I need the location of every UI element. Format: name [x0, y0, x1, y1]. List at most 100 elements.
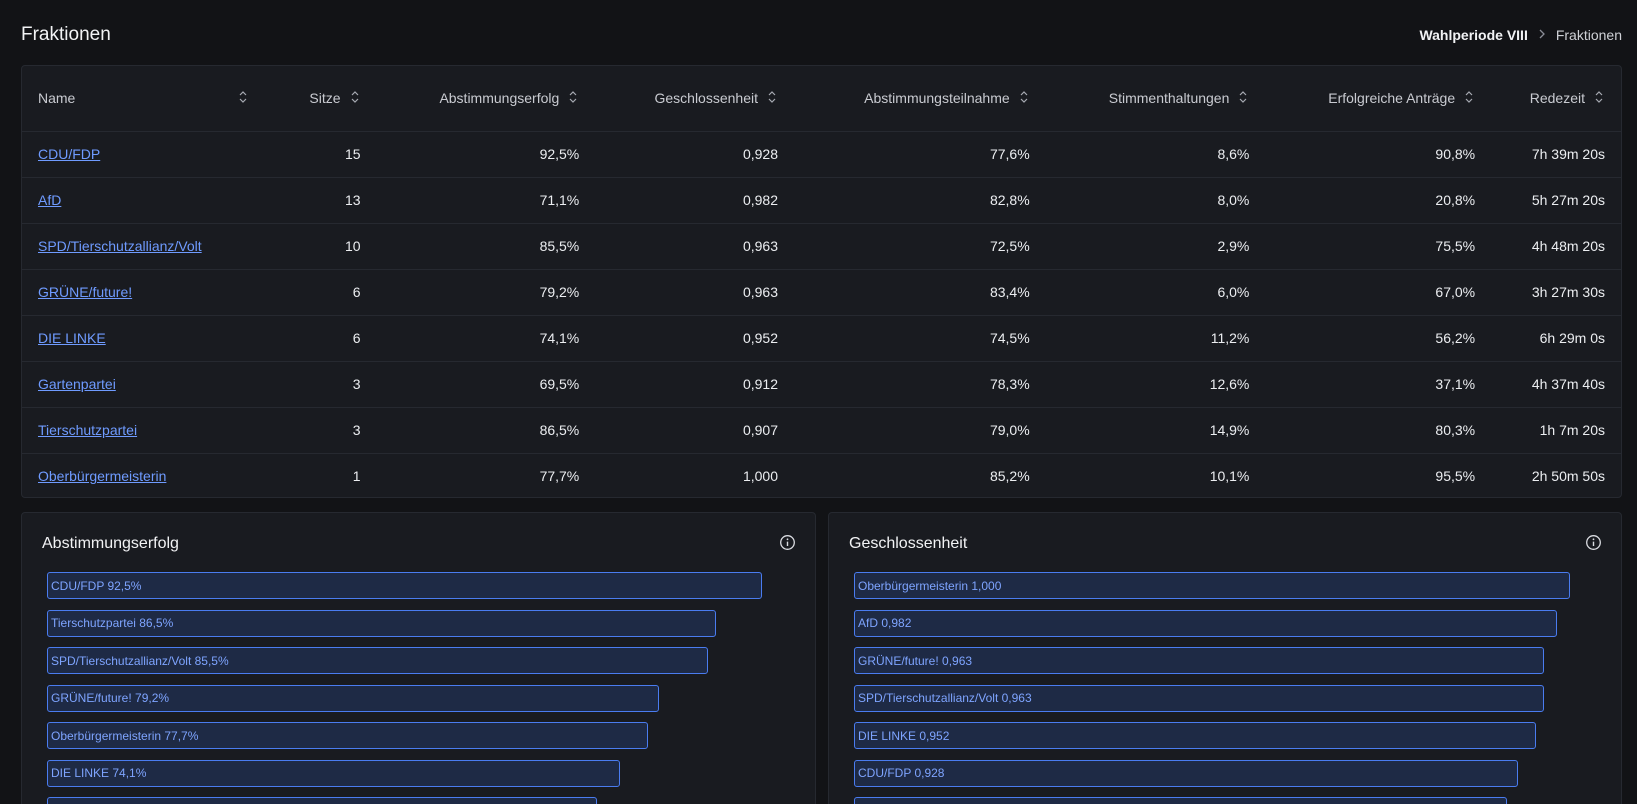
factions-table-card: Name Sitze Abstimmungserfolg Geschlossenhei…	[21, 65, 1622, 498]
sort-icon[interactable]	[1018, 90, 1030, 107]
table-cell: 1h 7m 20s	[1539, 422, 1605, 438]
table-cell: 10	[344, 238, 361, 254]
table-cell: 15	[344, 146, 361, 162]
table-cell: 86,5%	[539, 422, 580, 438]
breadcrumb-item-period[interactable]: Wahlperiode VIII	[1419, 27, 1528, 43]
table-row: Tierschutzpartei 3 86,5% 0,907 79,0% 14,9% 80,…	[22, 407, 1621, 453]
table-cell: 69,5%	[539, 376, 580, 392]
table-cell: 75,5%	[1435, 238, 1476, 254]
column-header[interactable]: Stimmenthaltungen	[1046, 66, 1266, 131]
column-header[interactable]: Erfolgreiche Anträge	[1265, 66, 1491, 131]
bar[interactable]	[47, 797, 597, 804]
table-cell: 5h 27m 20s	[1531, 192, 1605, 208]
chart-title: Abstimmungserfolg	[42, 535, 179, 552]
sort-icon[interactable]	[1593, 90, 1605, 107]
bar-label: GRÜNE/future! 0,963	[858, 653, 973, 668]
table-cell: 82,8%	[989, 192, 1030, 208]
bar[interactable]: DIE LINKE 0,952	[854, 722, 1536, 749]
bar[interactable]: SPD/Tierschutzallianz/Volt 0,963	[854, 684, 1544, 712]
bar[interactable]: AfD 0,982	[854, 609, 1557, 637]
table-row: SPD/Tierschutzallianz/Volt 10 85,5% 0,963 72…	[22, 223, 1621, 269]
table-cell: 2,9%	[1217, 238, 1250, 254]
cell-name: DIE LINKE	[22, 315, 265, 361]
chevron-right-icon	[1538, 28, 1546, 42]
sort-icon[interactable]	[1463, 90, 1475, 107]
table-cell: 6h 29m 0s	[1539, 330, 1605, 346]
sort-icon[interactable]	[237, 90, 249, 107]
bar[interactable]: CDU/FDP 0,928	[854, 759, 1518, 787]
party-link[interactable]: Gartenpartei	[38, 376, 116, 392]
table-cell: 3	[352, 422, 361, 438]
table-cell: 3h 27m 30s	[1531, 284, 1605, 300]
table-cell: 2h 50m 50s	[1531, 468, 1605, 485]
table-cell: 1,000	[742, 468, 778, 485]
table-cell: 85,2%	[989, 468, 1030, 485]
bar[interactable]: Tierschutzpartei 86,5%	[47, 609, 716, 637]
bar-label: AfD 0,982	[858, 616, 912, 630]
table-cell: 0,982	[742, 192, 778, 208]
bar[interactable]: SPD/Tierschutzallianz/Volt 85,5%	[47, 647, 708, 674]
table-cell: 72,5%	[989, 238, 1030, 254]
party-link[interactable]: Oberbürgermeisterin	[38, 468, 167, 485]
cell-name: AfD	[22, 177, 265, 223]
column-header[interactable]: Abstimmungserfolg	[377, 66, 596, 131]
table-cell: 1	[352, 468, 361, 485]
table-cell: 74,1%	[539, 330, 580, 346]
factions-table: Name Sitze Abstimmungserfolg Geschlossenhei…	[22, 66, 1621, 497]
table-row: Oberbürgermeisterin 1 77,7% 1,000 85,2% 10,1%…	[22, 453, 1621, 497]
bar[interactable]: GRÜNE/future! 79,2%	[47, 684, 659, 712]
party-link[interactable]: CDU/FDP	[38, 146, 101, 162]
table-body: CDU/FDP 15 92,5% 0,928 77,6% 8,6% 90,8% 7h 39m …	[22, 131, 1621, 497]
column-header[interactable]: Redezeit	[1491, 66, 1621, 131]
sort-icon[interactable]	[349, 90, 361, 107]
table-cell: 56,2%	[1435, 330, 1476, 346]
bar[interactable]: DIE LINKE 74,1%	[47, 759, 620, 787]
column-header[interactable]: Name	[22, 66, 265, 131]
column-header-label: Abstimmungsteilnahme	[864, 90, 1010, 107]
table-cell: 8,0%	[1217, 192, 1250, 208]
cell-name: Gartenpartei	[22, 361, 265, 407]
party-link[interactable]: DIE LINKE	[38, 330, 106, 346]
bar-label: DIE LINKE 74,1%	[51, 766, 147, 780]
table-cell: 7h 39m 20s	[1531, 146, 1605, 162]
info-icon[interactable]	[1585, 534, 1602, 551]
column-header[interactable]: Abstimmungsteilnahme	[794, 66, 1046, 131]
column-header-label: Redezeit	[1529, 90, 1585, 107]
column-header[interactable]: Sitze	[265, 66, 377, 131]
sort-icon[interactable]	[1237, 90, 1249, 107]
table-row: CDU/FDP 15 92,5% 0,928 77,6% 8,6% 90,8% 7h 39m …	[22, 131, 1621, 177]
sort-icon[interactable]	[766, 90, 778, 107]
info-icon[interactable]	[779, 534, 796, 551]
bar[interactable]: CDU/FDP 92,5%	[47, 572, 762, 599]
table-cell: 0,963	[742, 238, 778, 254]
party-link[interactable]: GRÜNE/future!	[38, 284, 133, 300]
table-cell: 14,9%	[1209, 422, 1250, 438]
table-cell: 0,952	[742, 330, 778, 346]
table-cell: 95,5%	[1435, 468, 1476, 485]
bar[interactable]: GRÜNE/future! 0,963	[854, 647, 1544, 674]
table-row: DIE LINKE 6 74,1% 0,952 74,5% 11,2% 56,2% 6h 29…	[22, 315, 1621, 361]
table-cell: 6,0%	[1217, 284, 1250, 300]
cell-name: GRÜNE/future!	[22, 269, 265, 315]
column-header-label: Geschlossenheit	[654, 90, 758, 107]
table-cell: 78,3%	[989, 376, 1030, 392]
bar-label: Oberbürgermeisterin 77,7%	[51, 728, 199, 743]
bar[interactable]: Oberbürgermeisterin 77,7%	[47, 722, 648, 749]
party-link[interactable]: Tierschutzpartei	[38, 422, 138, 438]
bar[interactable]: Oberbürgermeisterin 1,000	[854, 572, 1570, 599]
sort-icon[interactable]	[567, 90, 579, 107]
party-link[interactable]: AfD	[38, 192, 62, 208]
bar-label: DIE LINKE 0,952	[858, 728, 950, 743]
bar[interactable]	[854, 797, 1507, 804]
table-cell: 90,8%	[1435, 146, 1476, 162]
column-header-label: Stimmenthaltungen	[1108, 90, 1230, 107]
table-cell: 4h 48m 20s	[1531, 238, 1605, 254]
party-link[interactable]: SPD/Tierschutzallianz/Volt	[38, 238, 202, 254]
table-cell: 0,907	[742, 422, 778, 438]
table-header: Name Sitze Abstimmungserfolg Geschlossenhei…	[22, 66, 1621, 131]
table-cell: 11,2%	[1210, 330, 1250, 346]
table-cell: 85,5%	[539, 238, 580, 254]
table-row: GRÜNE/future! 6 79,2% 0,963 83,4% 6,0% 67,0% 3h…	[22, 269, 1621, 315]
column-header[interactable]: Geschlossenheit	[595, 66, 794, 131]
table-cell: 13	[344, 192, 361, 208]
